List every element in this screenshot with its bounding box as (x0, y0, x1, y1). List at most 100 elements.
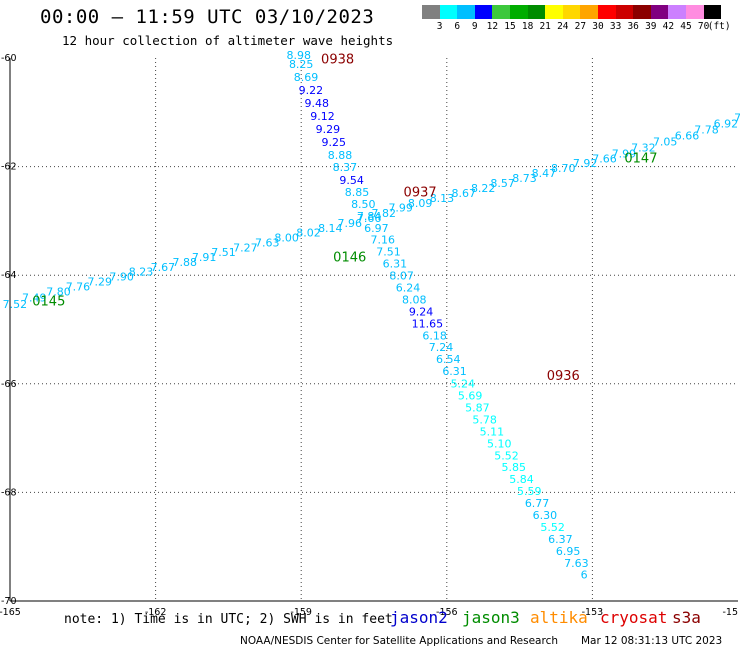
legend-swatch (615, 5, 634, 19)
wave-height-label: 6.66 (675, 129, 700, 142)
satellite-cryosat: cryosat (600, 608, 668, 627)
wave-height-label: 7.32 (631, 141, 656, 154)
wave-height-label: 6.18 (422, 329, 447, 342)
legend-swatch (703, 5, 722, 19)
x-tick-label: -159 (290, 607, 312, 618)
wave-height-label: 8.37 (333, 161, 358, 174)
wave-height-label: 9.29 (316, 123, 341, 136)
legend-label: 18 (521, 21, 534, 32)
legend-swatch (650, 5, 669, 19)
legend-swatch (597, 5, 616, 19)
legend-label: 45 (680, 21, 692, 32)
wave-height-label: 8.69 (294, 71, 319, 84)
wave-height-label: 7.99 (612, 147, 637, 160)
satellite-altika: altika (530, 608, 588, 627)
wave-height-label: 8.25 (289, 58, 314, 71)
wave-height-label: 7.51 (376, 246, 401, 259)
wave-height-label: 11.65 (412, 317, 444, 330)
wave-height-label: 5.85 (502, 461, 527, 474)
legend-swatch (685, 5, 704, 19)
wave-height-label: 8.23 (129, 266, 154, 279)
wave-height-label: 6.24 (396, 281, 421, 294)
wave-height-label: 8.88 (328, 149, 353, 162)
wave-height-label: 5.84 (509, 473, 534, 486)
wave-height-label: 9.25 (321, 136, 346, 149)
wave-height-label: 5.59 (517, 485, 542, 498)
wave-height-label: 6.31 (383, 258, 408, 271)
chart-title: 00:00 – 11:59 UTC 03/10/2023 (40, 6, 375, 28)
legend-label: 12 (486, 21, 499, 32)
pass-time-label: 0938 (321, 52, 354, 67)
note-text: note: 1) Time is in UTC; 2) SWH is in fe… (64, 612, 393, 627)
pass-time-label: 0937 (404, 185, 437, 200)
legend-swatch (668, 5, 686, 19)
y-tick-label: -60 (1, 53, 17, 64)
x-tick-label: -162 (145, 607, 167, 618)
wave-height-label: 8.47 (532, 167, 557, 180)
legend-label: 9 (471, 21, 478, 32)
wave-height-label: 5.52 (540, 521, 565, 534)
wave-height-label: 7.82 (371, 207, 396, 220)
legend-label: 39 (645, 21, 657, 32)
legend-swatch (439, 5, 458, 19)
wave-height-label: 7.27 (233, 241, 258, 254)
legend-swatch (422, 5, 440, 19)
wave-height-label: 8.50 (351, 198, 376, 211)
x-tick-label: -165 (0, 607, 21, 618)
wave-height-label: 7.24 (429, 341, 454, 354)
wave-height-label: 8.73 (512, 172, 537, 185)
legend-swatch (562, 5, 581, 19)
wave-height-label: 7.84 (357, 210, 382, 223)
legend-label: 36 (627, 21, 639, 32)
wave-height-label: 5.78 (472, 413, 497, 426)
wave-height-label: 7.51 (211, 246, 236, 259)
wave-height-label: 6 (581, 569, 588, 582)
wave-height-label: 6.37 (548, 533, 573, 546)
wave-height-label: 8.00 (274, 232, 299, 245)
wave-height-label: 8.13 (430, 192, 455, 205)
wave-height-label: 9.48 (304, 97, 329, 110)
wave-height-label: 7.66 (592, 152, 617, 165)
wave-height-label: 8.85 (345, 186, 370, 199)
x-tick-label: -156 (436, 607, 458, 618)
wave-height-label: 6.30 (533, 509, 558, 522)
satellite-jason2: jason2 (390, 608, 448, 627)
legend-label: (ft) (707, 21, 731, 32)
y-tick-label: -62 (1, 162, 17, 173)
wave-height-label: 5.24 (451, 378, 476, 391)
wave-height-label: 7.67 (151, 261, 176, 274)
wave-height-label: 8.14 (318, 222, 343, 235)
wave-height-label: 7.90 (109, 271, 134, 284)
legend-swatch (474, 5, 493, 19)
wave-height-label: 8.07 (389, 270, 414, 283)
legend-label: 27 (574, 21, 587, 32)
wave-height-label: 8.98 (287, 49, 312, 62)
satellite-jason3: jason3 (462, 608, 520, 627)
wave-height-label: 5.10 (487, 437, 512, 450)
wave-height-label: 9.24 (409, 305, 434, 318)
wave-height-label: 5.87 (465, 401, 490, 414)
wave-height-label: 7.78 (694, 123, 719, 136)
legend-label: 42 (662, 21, 675, 32)
color-scale-labels: 3 6 9 12 15 18 21 24 27 30 33 36 39 42 45 70 (ft) (422, 21, 740, 33)
wave-height-label: 7.92 (573, 157, 598, 170)
chart-subtitle: 12 hour collection of altimeter wave hei… (62, 33, 394, 48)
y-tick-label: -68 (1, 487, 17, 498)
legend-label: 15 (504, 21, 516, 32)
wave-height-label: 8.67 (452, 187, 477, 200)
wave-height-label: 7.05 (653, 135, 678, 148)
wave-height-label: 6.97 (364, 222, 389, 235)
wave-height-label: 7.88 (172, 256, 197, 269)
legend-swatch (580, 5, 598, 19)
wave-height-label: 5.11 (480, 425, 505, 438)
wave-height-label: 7.80 (46, 285, 71, 298)
legend-label: 3 (436, 21, 443, 32)
wave-height-label: 9.22 (299, 84, 324, 97)
color-scale-legend (422, 5, 722, 19)
wave-height-label: 6.31 (442, 365, 467, 378)
wave-height-label: 8.70 (551, 162, 576, 175)
wave-height-label: 7.63 (255, 236, 280, 249)
wave-height-label: 7.52 (3, 298, 28, 311)
x-tick-label: -153 (582, 607, 604, 618)
